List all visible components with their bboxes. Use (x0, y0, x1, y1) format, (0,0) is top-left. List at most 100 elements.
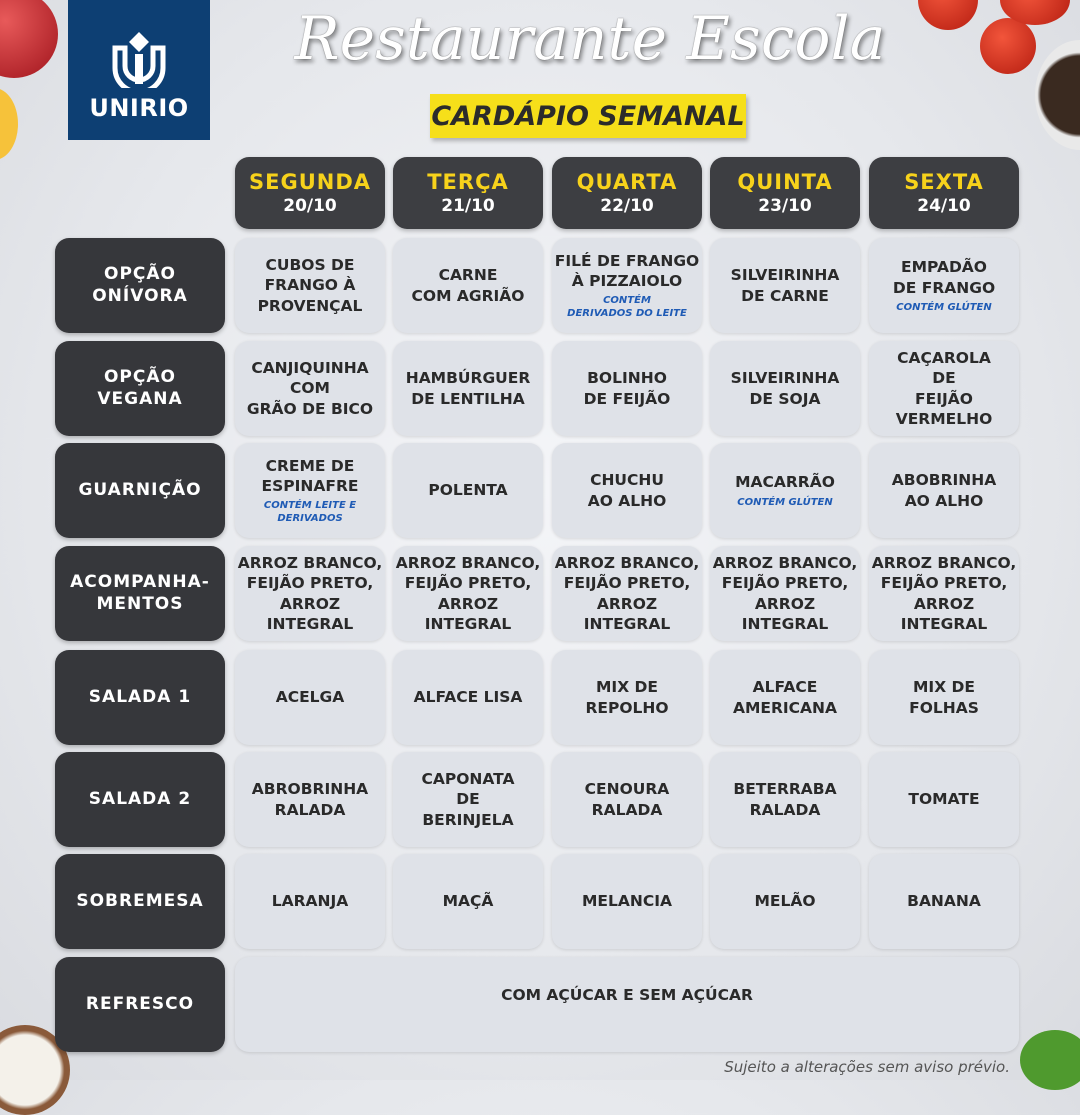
row-header: REFRESCO (55, 957, 225, 1052)
menu-cell: CHUCHU AO ALHO (552, 443, 702, 538)
menu-cell: BOLINHO DE FEIJÃO (552, 341, 702, 436)
dish-name: ARROZ BRANCO, FEIJÃO PRETO, ARROZ INTEGR… (871, 554, 1017, 633)
row-header: OPÇÃO VEGANA (55, 341, 225, 436)
day-name: QUARTA (576, 170, 678, 194)
unirio-emblem-icon (112, 32, 166, 88)
menu-cell: CREME DE ESPINAFRE CONTÉM LEITE E DERIVAD… (235, 443, 385, 538)
dish-name: CENOURA RALADA (584, 780, 670, 819)
allergen-note: CONTÉM LEITE E DERIVADOS (263, 500, 357, 525)
day-date: 22/10 (600, 196, 654, 216)
menu-cell: HAMBÚRGUER DE LENTILHA (393, 341, 543, 436)
menu-cell: MIX DE REPOLHO (552, 650, 702, 745)
menu-cell: ALFACE AMERICANA (710, 650, 860, 745)
page-title: Restaurante Escola (294, 4, 886, 74)
basil-decoration (1020, 1030, 1080, 1090)
menu-cell: TOMATE (869, 752, 1019, 847)
menu-cell: LARANJA (235, 854, 385, 949)
pepper-bowl-decoration (1035, 40, 1080, 150)
dish-name: MAÇÃ (442, 892, 494, 911)
menu-cell: ARROZ BRANCO, FEIJÃO PRETO, ARROZ INTEGR… (552, 546, 702, 641)
day-header-4: QUINTA 23/10 (710, 157, 860, 229)
row-header: GUARNIÇÃO (55, 443, 225, 538)
row-header: SALADA 2 (55, 752, 225, 847)
dish-name: CHUCHU AO ALHO (587, 471, 667, 510)
dish-name: SILVEIRINHA DE CARNE (730, 266, 840, 305)
allergen-note: CONTÉM DERIVADOS DO LEITE (567, 295, 687, 320)
menu-cell: SILVEIRINHA DE CARNE (710, 238, 860, 333)
day-header-5: SEXTA 24/10 (869, 157, 1019, 229)
dish-name: HAMBÚRGUER DE LENTILHA (405, 369, 531, 408)
dish-name: ABROBRINHA RALADA (251, 780, 369, 819)
menu-cell: CUBOS DE FRANGO À PROVENÇAL (235, 238, 385, 333)
menu-cell: MELÃO (710, 854, 860, 949)
dish-name: ALFACE LISA (413, 688, 523, 707)
row-header: ACOMPANHA- MENTOS (55, 546, 225, 641)
day-date: 24/10 (917, 196, 971, 216)
dish-name: ARROZ BRANCO, FEIJÃO PRETO, ARROZ INTEGR… (554, 554, 700, 633)
menu-cell: CAPONATA DE BERINJELA (393, 752, 543, 847)
menu-cell: SILVEIRINHA DE SOJA (710, 341, 860, 436)
merged-menu-cell: COM AÇÚCAR E SEM AÇÚCAR (235, 957, 1019, 1052)
dish-name: POLENTA (428, 481, 508, 500)
dish-name: MIX DE REPOLHO (585, 678, 669, 717)
dish-name: CAPONATA DE BERINJELA (421, 770, 515, 829)
apple-decoration (0, 0, 58, 78)
menu-cell: POLENTA (393, 443, 543, 538)
page-subtitle: CARDÁPIO SEMANAL (430, 94, 746, 138)
dish-name: CUBOS DE FRANGO À PROVENÇAL (257, 256, 363, 315)
dish-name: FILÉ DE FRANGO À PIZZAIOLO (554, 251, 700, 290)
dish-name: BOLINHO DE FEIJÃO (583, 369, 671, 408)
dish-name: ARROZ BRANCO, FEIJÃO PRETO, ARROZ INTEGR… (395, 554, 541, 633)
dish-name: COM AÇÚCAR E SEM AÇÚCAR (501, 986, 753, 1005)
allergen-note: CONTÉM GLÚTEN (737, 496, 833, 508)
dish-name: SILVEIRINHA DE SOJA (730, 369, 840, 408)
day-name: SEXTA (904, 170, 984, 194)
dish-name: MIX DE FOLHAS (909, 678, 979, 717)
menu-cell: ACELGA (235, 650, 385, 745)
menu-cell: BANANA (869, 854, 1019, 949)
menu-cell: CANJIQUINHA COM GRÃO DE BICO (235, 341, 385, 436)
dish-name: MACARRÃO (735, 473, 835, 492)
menu-cell: ALFACE LISA (393, 650, 543, 745)
menu-cell: ABOBRINHA AO ALHO (869, 443, 1019, 538)
row-header: SALADA 1 (55, 650, 225, 745)
menu-cell: CAÇAROLA DE FEIJÃO VERMELHO (869, 341, 1019, 436)
day-header-2: TERÇA 21/10 (393, 157, 543, 229)
dish-name: CARNE COM AGRIÃO (411, 266, 525, 305)
day-header-3: QUARTA 22/10 (552, 157, 702, 229)
lemon-decoration (0, 88, 18, 160)
day-header-1: SEGUNDA 20/10 (235, 157, 385, 229)
menu-cell: CARNE COM AGRIÃO (393, 238, 543, 333)
dish-name: MELÃO (754, 892, 816, 911)
dish-name: ACELGA (275, 688, 345, 707)
menu-cell: MAÇÃ (393, 854, 543, 949)
day-name: TERÇA (427, 170, 509, 194)
menu-cell: ABROBRINHA RALADA (235, 752, 385, 847)
dish-name: CREME DE ESPINAFRE (261, 456, 359, 495)
menu-cell: ARROZ BRANCO, FEIJÃO PRETO, ARROZ INTEGR… (869, 546, 1019, 641)
dish-name: BETERRABA RALADA (733, 780, 837, 819)
menu-cell: FILÉ DE FRANGO À PIZZAIOLO CONTÉM DERIVAD… (552, 238, 702, 333)
day-date: 21/10 (441, 196, 495, 216)
menu-cell: MACARRÃO CONTÉM GLÚTEN (710, 443, 860, 538)
menu-cell: ARROZ BRANCO, FEIJÃO PRETO, ARROZ INTEGR… (710, 546, 860, 641)
unirio-logo: UNIRIO (68, 0, 210, 140)
dish-name: EMPADÃO DE FRANGO (892, 258, 996, 297)
menu-cell: ARROZ BRANCO, FEIJÃO PRETO, ARROZ INTEGR… (393, 546, 543, 641)
dish-name: CANJIQUINHA COM GRÃO DE BICO (246, 359, 374, 418)
day-name: QUINTA (737, 170, 833, 194)
day-date: 23/10 (758, 196, 812, 216)
menu-cell: ARROZ BRANCO, FEIJÃO PRETO, ARROZ INTEGR… (235, 546, 385, 641)
day-date: 20/10 (283, 196, 337, 216)
tomato-decoration (980, 18, 1036, 74)
dish-name: MELANCIA (582, 892, 672, 911)
menu-cell: MELANCIA (552, 854, 702, 949)
menu-cell: MIX DE FOLHAS (869, 650, 1019, 745)
menu-cell: EMPADÃO DE FRANGO CONTÉM GLÚTEN (869, 238, 1019, 333)
menu-cell: CENOURA RALADA (552, 752, 702, 847)
menu-cell: BETERRABA RALADA (710, 752, 860, 847)
tomato-decoration (918, 0, 978, 30)
dish-name: TOMATE (908, 790, 980, 809)
day-name: SEGUNDA (248, 170, 372, 194)
footer-note: Sujeito a alterações sem aviso prévio. (724, 1058, 1010, 1076)
